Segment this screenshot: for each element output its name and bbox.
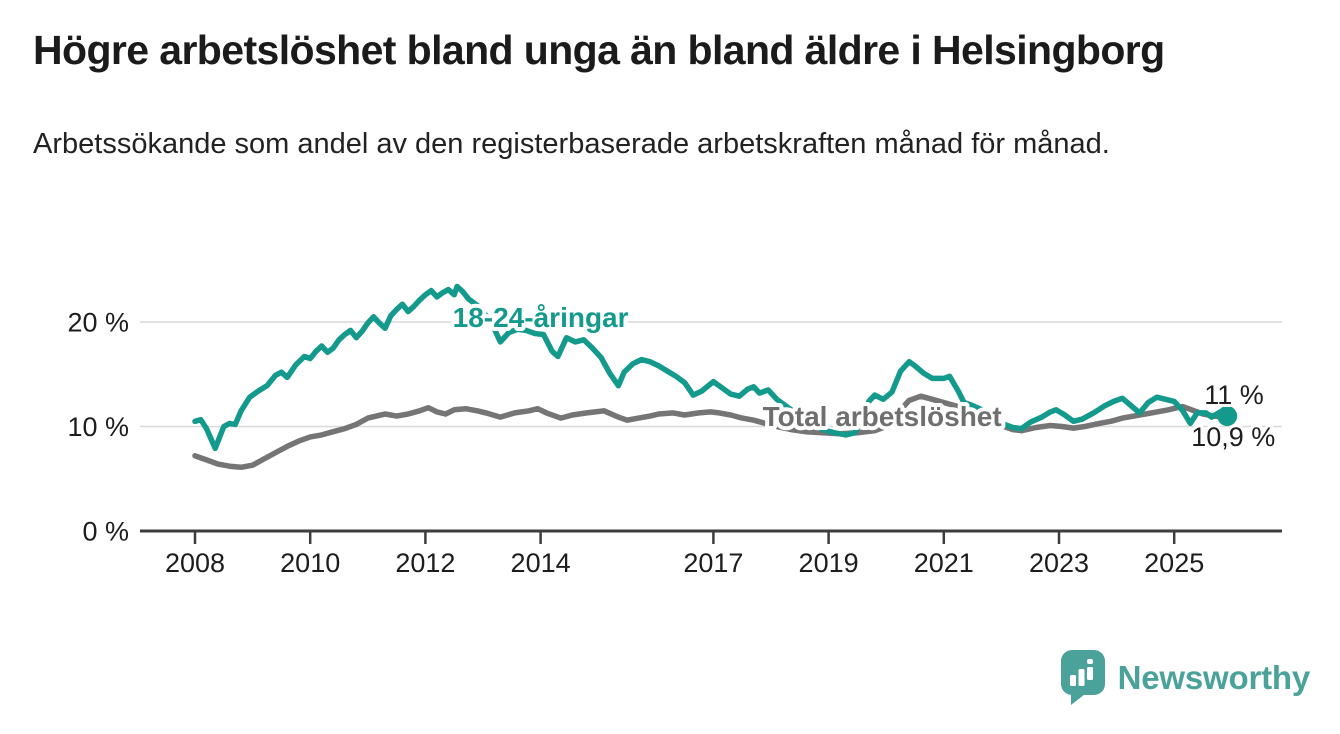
x-tick-label: 2014 xyxy=(511,548,571,578)
x-tick-label: 2019 xyxy=(799,548,859,578)
series-end-dot xyxy=(1217,406,1238,427)
series-line-total xyxy=(192,393,1230,471)
chart-subtitle: Arbetssökande som andel av den registerb… xyxy=(33,128,1110,160)
latest-value-label: 11 % xyxy=(1204,380,1264,410)
x-tick-label: 2012 xyxy=(395,548,455,578)
newsworthy-brand-text: Newsworthy xyxy=(1117,659,1311,696)
latest-value-label: 10,9 % xyxy=(1191,422,1275,452)
y-tick-label: 10 % xyxy=(67,412,129,442)
y-tick-label: 0 % xyxy=(82,517,129,547)
newsworthy-logo: Newsworthy xyxy=(1059,648,1310,708)
x-tick-label: 2010 xyxy=(280,548,340,578)
x-tick-label: 2008 xyxy=(165,548,225,578)
x-tick-label: 2017 xyxy=(683,548,743,578)
newsworthy-speech-bubble-bar-chart-icon xyxy=(1060,650,1105,705)
x-tick-label: 2025 xyxy=(1144,548,1204,578)
series-inline-label: Total arbetslöshet xyxy=(763,401,1002,432)
x-tick-label: 2021 xyxy=(914,548,974,578)
series-line-young-18-24 xyxy=(192,283,1230,452)
x-tick-label: 2023 xyxy=(1029,548,1089,578)
chart-title: Högre arbetslöshet bland unga än bland ä… xyxy=(33,27,1165,73)
series-inline-label: 18-24-åringar xyxy=(453,302,629,333)
y-tick-label: 20 % xyxy=(67,308,129,338)
